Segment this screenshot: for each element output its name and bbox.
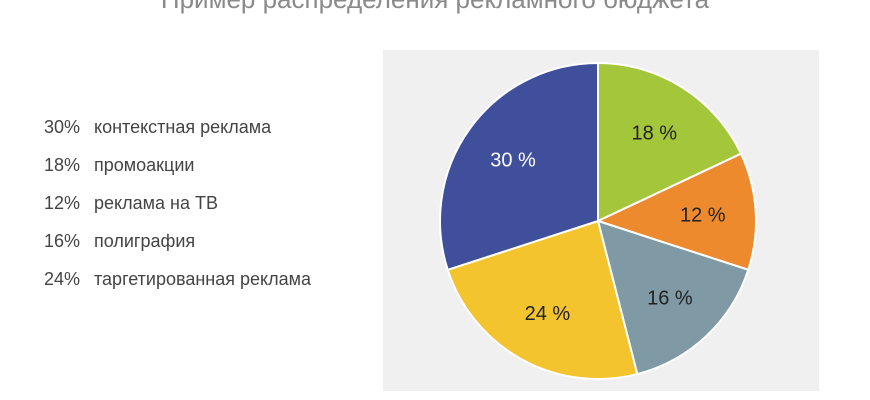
legend-label: реклама на ТВ — [94, 193, 218, 213]
legend-label: промоакции — [94, 155, 195, 175]
legend-percent: 30% — [44, 117, 81, 137]
pie-slice — [597, 61, 743, 223]
legend-percent: 24% — [44, 269, 81, 289]
legend-item: 12% реклама на ТВ — [44, 192, 344, 214]
pie-chart: 18 % 12 % 16 % 24 % 30 % — [439, 61, 757, 380]
slice-label: 12 % — [680, 204, 726, 226]
legend-item: 16% полиграфия — [44, 230, 344, 252]
slice-label: 16 % — [647, 288, 693, 310]
pie-slice — [446, 219, 639, 380]
pie-slice — [439, 61, 599, 272]
legend-percent: 12% — [44, 193, 81, 213]
slice-label: 18 % — [631, 122, 677, 144]
legend: 30% контекстная реклама 18% промоакции 1… — [44, 116, 344, 306]
pie-slice — [595, 152, 757, 272]
page-title: Пример распределения рекламного бюджета — [0, 0, 870, 15]
slice-label: 30 % — [490, 149, 536, 171]
legend-label: полиграфия — [94, 231, 196, 251]
legend-item: 18% промоакции — [44, 154, 344, 176]
legend-percent: 16% — [44, 231, 81, 251]
legend-label: таргетированная реклама — [94, 269, 311, 289]
legend-percent: 18% — [44, 155, 81, 175]
legend-item: 30% контекстная реклама — [44, 116, 344, 138]
legend-label: контекстная реклама — [94, 117, 272, 137]
slice-label: 24 % — [525, 303, 571, 325]
legend-item: 24% таргетированная реклама — [44, 268, 344, 290]
pie-slice — [596, 219, 750, 376]
